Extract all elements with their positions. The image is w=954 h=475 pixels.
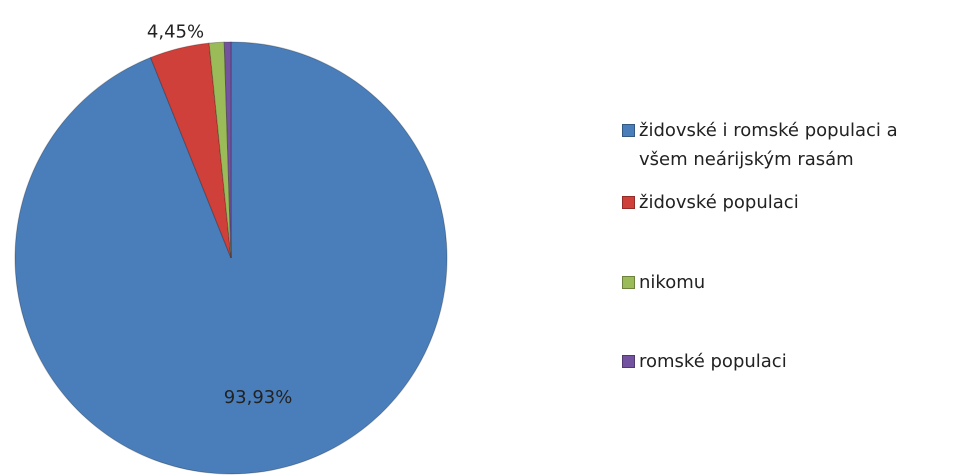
legend-swatch <box>622 124 635 137</box>
legend-item: romské populaci <box>622 347 952 376</box>
legend-swatch <box>622 355 635 368</box>
legend-swatch <box>622 276 635 289</box>
legend: židovské i romské populaci a všem neárij… <box>622 116 952 376</box>
pie-chart: 93,93% 4,45% <box>14 22 448 475</box>
pie-slice <box>208 41 232 259</box>
legend-item: nikomu <box>622 268 952 297</box>
legend-label: romské populaci <box>639 351 787 372</box>
pie-slice <box>223 41 232 259</box>
data-label: 4,45% <box>147 22 204 43</box>
data-label: 93,93% <box>224 387 293 408</box>
legend-label: židovské i romské populaci a všem neárij… <box>639 120 898 170</box>
legend-swatch <box>622 196 635 209</box>
pie-slice <box>149 42 232 259</box>
legend-item: židovské i romské populaci a všem neárij… <box>622 116 952 174</box>
legend-item: židovské populaci <box>622 188 952 217</box>
legend-label: nikomu <box>639 272 706 293</box>
legend-label: židovské populaci <box>639 192 799 213</box>
pie-slice <box>14 41 448 475</box>
